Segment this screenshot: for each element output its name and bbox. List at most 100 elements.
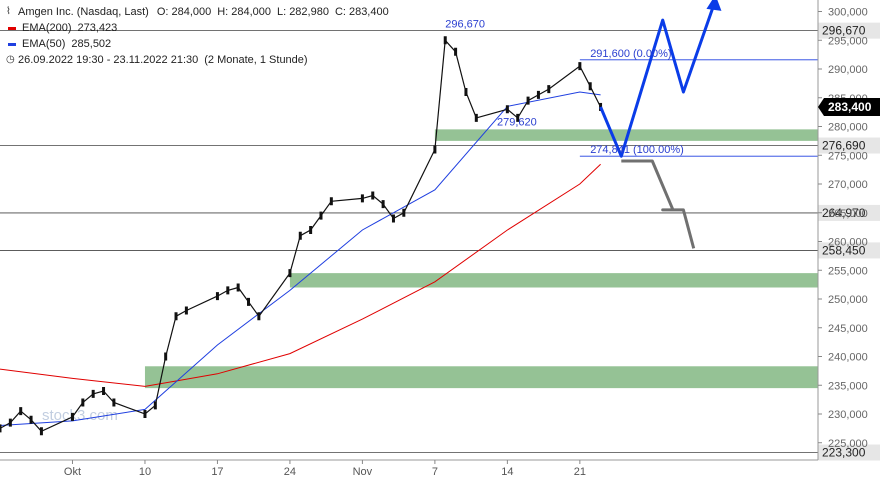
price-point — [236, 283, 240, 292]
projection-main-path — [599, 2, 716, 158]
support-zone — [289, 273, 818, 288]
y-tick-label: 255,000 — [828, 265, 868, 277]
price-point — [298, 231, 302, 240]
x-tick-label: 21 — [574, 466, 586, 478]
price-point — [464, 88, 468, 96]
support-zone — [144, 366, 818, 389]
price-point — [215, 292, 219, 301]
current-price-label: 283,400 — [828, 100, 872, 114]
legend-title-row: ⌇ Amgen Inc. (Nasdaq, Last) O: 284,000 H… — [6, 4, 389, 20]
chart-legend: ⌇ Amgen Inc. (Nasdaq, Last) O: 284,000 H… — [6, 4, 389, 68]
x-tick-label: 7 — [432, 466, 438, 478]
price-point — [474, 113, 478, 122]
ohlc-close-value: 283,400 — [348, 6, 389, 18]
y-tick-label: 245,000 — [828, 323, 868, 335]
price-point — [505, 105, 509, 114]
ohlc-open-value: 284,000 — [171, 6, 212, 18]
level-badge — [818, 242, 880, 259]
level-badge — [818, 444, 880, 461]
x-tick-label: 10 — [139, 466, 151, 478]
y-tick-label: 280,000 — [828, 122, 868, 134]
price-point — [288, 269, 292, 278]
price-point — [516, 113, 520, 122]
price-point — [536, 90, 540, 99]
y-tick-label: 265,000 — [828, 208, 868, 220]
price-annotation: 291,600 (0.00%) — [590, 48, 671, 60]
projection-alt-path — [621, 159, 696, 249]
price-point — [29, 415, 33, 424]
x-tick-label: Nov — [353, 466, 373, 478]
price-annotation: 296,670 — [445, 19, 485, 31]
price-point — [81, 398, 85, 407]
date-range: 26.09.2022 19:30 - 23.11.2022 21:30 — [18, 54, 199, 66]
price-point — [578, 62, 582, 71]
level-badge-label: 258,450 — [822, 243, 866, 257]
price-point — [443, 36, 447, 45]
price-point — [112, 398, 116, 407]
ohlc-high-label: H: — [217, 6, 229, 18]
ema200-swatch — [8, 26, 16, 30]
x-tick-label: 17 — [211, 466, 223, 478]
ema50-name: EMA(50) — [22, 38, 66, 50]
y-tick-label: 260,000 — [828, 237, 868, 249]
ohlc-low-label: L: — [277, 6, 287, 18]
range-note: (2 Monate, 1 Stunde) — [204, 54, 308, 66]
y-tick-label: 275,000 — [828, 150, 868, 162]
ema50-line — [0, 91, 601, 426]
clock-icon: ◷ — [6, 54, 15, 65]
level-badge — [818, 204, 880, 221]
price-point — [0, 424, 2, 433]
ema200-line — [0, 163, 601, 387]
price-point — [153, 401, 157, 410]
price-point — [164, 352, 168, 361]
ohlc-open-label: O: — [156, 6, 169, 18]
y-tick-label: 290,000 — [828, 64, 868, 76]
price-point — [174, 312, 178, 321]
instrument-title: Amgen Inc. (Nasdaq, Last) — [18, 6, 149, 18]
price-point — [381, 200, 385, 209]
price-point — [8, 418, 12, 427]
watermark-text: stock3.com — [42, 407, 118, 424]
y-tick-label: 230,000 — [828, 409, 868, 421]
y-tick-label: 235,000 — [828, 380, 868, 392]
x-tick-label: 14 — [501, 466, 513, 478]
x-tick-label: Okt — [64, 466, 81, 478]
price-point — [588, 82, 592, 91]
price-point — [91, 389, 95, 398]
ema50-swatch — [8, 42, 16, 46]
ema200-name: EMA(200) — [22, 22, 72, 34]
price-point — [39, 427, 43, 436]
price-point — [526, 96, 530, 105]
legend-ema200-row: EMA(200) 273,423 — [6, 20, 389, 36]
level-badge — [818, 137, 880, 154]
ohlc-low-value: 282,980 — [289, 6, 329, 18]
price-point — [371, 191, 375, 200]
price-point — [433, 145, 437, 154]
price-point — [226, 286, 230, 295]
ema50-value: 285,502 — [71, 38, 112, 50]
price-point — [360, 194, 364, 203]
level-badge-label: 276,690 — [822, 139, 866, 153]
price-point — [454, 47, 458, 56]
price-point — [184, 306, 188, 315]
level-badge-label: 264,970 — [822, 206, 866, 220]
price-annotation: 274,841 (100.00%) — [590, 144, 684, 156]
legend-ema50-row: EMA(50) 285,502 — [6, 36, 389, 52]
legend-range-row: ◷ 26.09.2022 19:30 - 23.11.2022 21:30 (2… — [6, 52, 389, 68]
y-tick-label: 250,000 — [828, 294, 868, 306]
price-point — [257, 312, 261, 321]
price-point — [70, 412, 74, 421]
y-tick-label: 270,000 — [828, 179, 868, 191]
price-point — [599, 102, 603, 111]
price-point — [329, 197, 333, 206]
chart-type-icon: ⌇ — [6, 6, 11, 17]
projection-arrowhead — [706, 0, 722, 11]
price-point — [309, 226, 313, 234]
level-badge — [818, 22, 880, 39]
y-tick-label: 240,000 — [828, 352, 868, 364]
x-tick-label: 24 — [284, 466, 296, 478]
ohlc-high-value: 284,000 — [231, 6, 271, 18]
